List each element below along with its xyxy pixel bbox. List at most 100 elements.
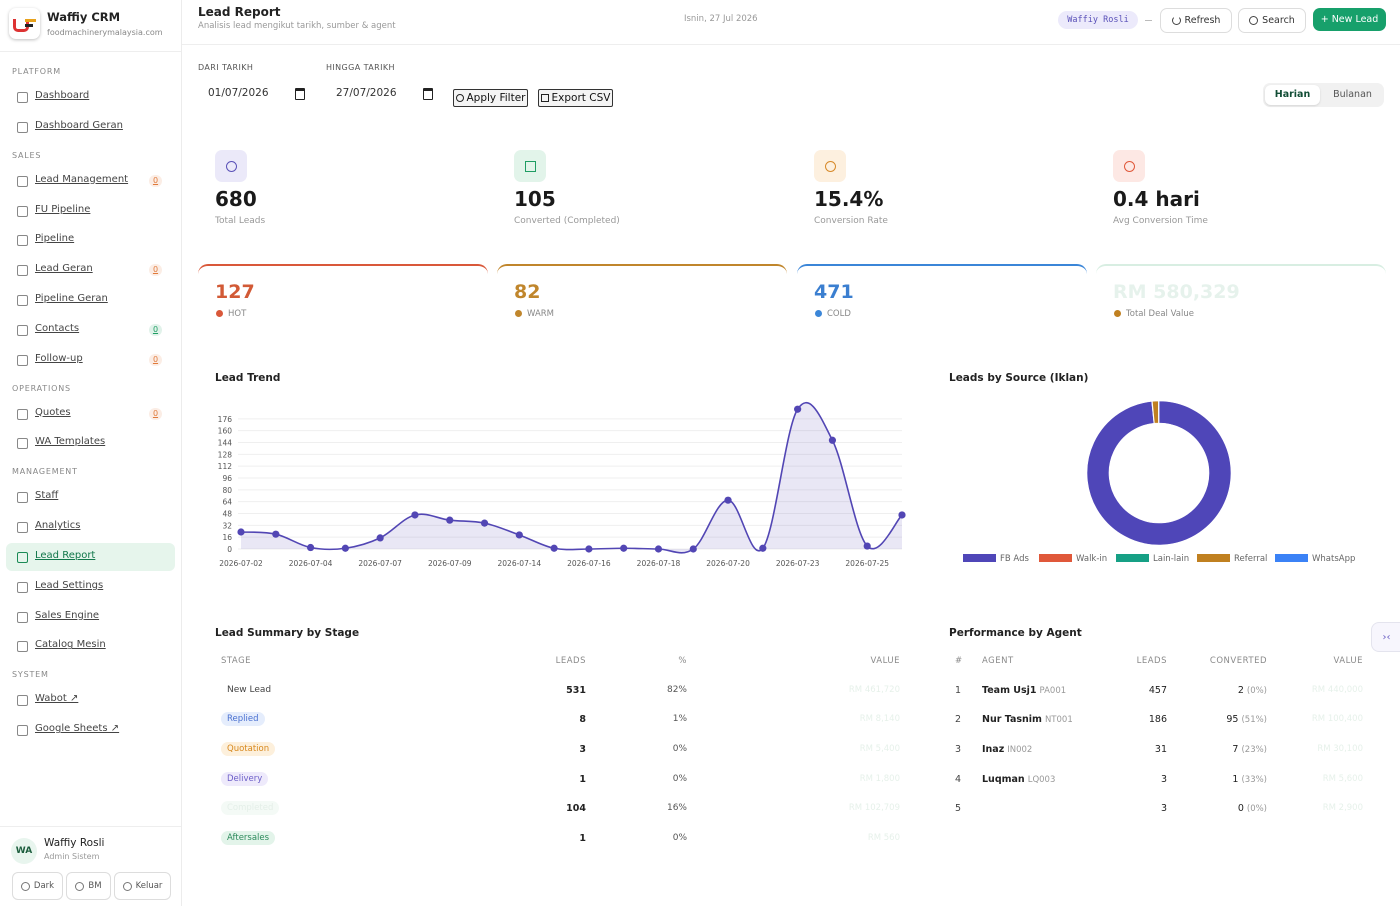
- nav-item[interactable]: Analytics: [6, 513, 175, 541]
- nav-item[interactable]: Dashboard: [6, 83, 175, 111]
- button-icon: [122, 881, 132, 891]
- kpi-icon-glyph: [825, 161, 836, 172]
- point: [863, 542, 871, 550]
- kpi-label: Conversion Rate: [814, 216, 888, 226]
- value: RM 2,900: [1322, 803, 1363, 813]
- legend-swatch: [1275, 554, 1308, 562]
- nav-item[interactable]: Lead Geran 0: [6, 256, 175, 284]
- nav-item[interactable]: Pipeline: [6, 226, 175, 254]
- x-tick-label: 2026-07-02: [219, 559, 263, 568]
- agent-name: Inaz: [982, 744, 1005, 755]
- date-input[interactable]: 01/07/2026: [208, 87, 269, 99]
- point: [411, 511, 419, 519]
- stage-badge: Replied: [221, 712, 265, 726]
- x-tick-label: 2026-07-07: [358, 559, 402, 568]
- temperature-value: 127: [215, 281, 255, 303]
- kpi-value: 680: [215, 187, 257, 211]
- point: [828, 436, 837, 444]
- nav-item[interactable]: Lead Management 0: [6, 167, 175, 195]
- filter-button[interactable]: Export CSV: [538, 89, 613, 107]
- kpi-icon-glyph: [1124, 161, 1135, 172]
- agent-code: PA001: [1039, 686, 1067, 696]
- y-tick-label: 176: [218, 415, 233, 424]
- rank: 2: [955, 714, 962, 725]
- temperature-label: WARM: [527, 309, 554, 319]
- nav-badge: 0: [149, 264, 162, 277]
- percent: 0%: [672, 774, 687, 784]
- nav-item[interactable]: Pipeline Geran: [6, 286, 175, 314]
- refresh-button[interactable]: Refresh: [1160, 8, 1232, 33]
- point: [689, 545, 697, 553]
- converted-rate: (51%): [1241, 715, 1267, 725]
- point: [306, 543, 315, 552]
- nav-item[interactable]: Dashboard Geran: [6, 113, 175, 141]
- converted-rate: (33%): [1241, 775, 1267, 785]
- y-tick-label: 96: [222, 474, 232, 483]
- kpi-icon-glyph: [226, 161, 237, 172]
- nav-item[interactable]: Quotes 0: [6, 400, 175, 428]
- label: Refresh: [1184, 15, 1221, 26]
- column-header: #: [955, 656, 963, 666]
- nav-item[interactable]: Sales Engine: [6, 603, 175, 631]
- nav-icon: [17, 175, 28, 187]
- line-area: [241, 402, 902, 553]
- section-label: MANAGEMENT: [12, 467, 78, 477]
- y-tick-label: 144: [218, 439, 233, 448]
- column-header: LEADS: [555, 656, 586, 666]
- value: RM 5,400: [859, 744, 900, 754]
- nav-label: Catalog Mesin: [35, 639, 106, 651]
- nav-item[interactable]: Google Sheets ↗: [6, 716, 175, 744]
- nav-item[interactable]: FU Pipeline: [6, 197, 175, 225]
- nav-item[interactable]: Lead Settings: [6, 573, 175, 601]
- user-name: Waffiy Rosli: [44, 837, 105, 849]
- nav-label: WA Templates: [35, 436, 106, 448]
- percent: 16%: [666, 803, 687, 813]
- nav-item[interactable]: Lead Report: [6, 543, 175, 571]
- nav-label: Quotes: [35, 406, 71, 418]
- point: [759, 544, 767, 552]
- nav-item[interactable]: Follow-up 0: [6, 346, 175, 374]
- footer-button[interactable]: BM: [66, 872, 111, 900]
- rank: 5: [955, 803, 962, 814]
- x-tick-label: 2026-07-25: [845, 559, 889, 568]
- nav-item[interactable]: Wabot ↗: [6, 686, 175, 714]
- nav-label: Dashboard: [35, 90, 90, 101]
- point: [515, 531, 523, 539]
- side-handle[interactable]: ›‹: [1371, 622, 1400, 652]
- filter-button[interactable]: Apply Filter: [453, 89, 528, 107]
- nav-icon: [17, 408, 28, 420]
- x-tick-label: 2026-07-18: [637, 559, 681, 568]
- column-header: VALUE: [870, 656, 900, 666]
- converted: 95 (51%): [1226, 714, 1267, 725]
- nav-item[interactable]: Contacts 0: [6, 316, 175, 344]
- stage-badge: Quotation: [221, 742, 276, 756]
- footer-button[interactable]: Keluar: [114, 872, 171, 900]
- date-input[interactable]: 27/07/2026: [336, 87, 397, 99]
- new-lead-button[interactable]: + New Lead: [1313, 8, 1386, 31]
- leads: 531: [566, 685, 586, 696]
- toggle-option[interactable]: Harian: [1265, 85, 1320, 105]
- kpi-value: 0.4 hari: [1113, 187, 1200, 211]
- kpi-value: 105: [514, 187, 556, 211]
- nav-label: Staff: [35, 490, 59, 502]
- footer-button[interactable]: Dark: [12, 872, 63, 900]
- temperature-icon: [1114, 310, 1121, 317]
- converted-rate: (23%): [1241, 745, 1267, 755]
- button-label: Keluar: [135, 881, 163, 891]
- nav-label: FU Pipeline: [35, 203, 91, 215]
- toggle-option[interactable]: Bulanan: [1333, 89, 1372, 100]
- x-tick-label: 2026-07-04: [289, 559, 333, 568]
- y-tick-label: 128: [218, 450, 233, 459]
- nav-badge: 0: [149, 353, 162, 366]
- divider: [0, 51, 181, 52]
- nav-item[interactable]: WA Templates: [6, 429, 175, 457]
- icon: [455, 94, 464, 102]
- nav-item[interactable]: Staff: [6, 483, 175, 511]
- brand-domain: foodmachinerymalaysia.com: [47, 28, 163, 37]
- search-button[interactable]: Search: [1238, 8, 1306, 33]
- percent: 1%: [672, 714, 687, 724]
- legend-swatch: [1116, 554, 1149, 562]
- kpi-icon-glyph: [525, 161, 536, 172]
- nav-icon: [17, 235, 28, 247]
- nav-item[interactable]: Catalog Mesin: [6, 632, 175, 660]
